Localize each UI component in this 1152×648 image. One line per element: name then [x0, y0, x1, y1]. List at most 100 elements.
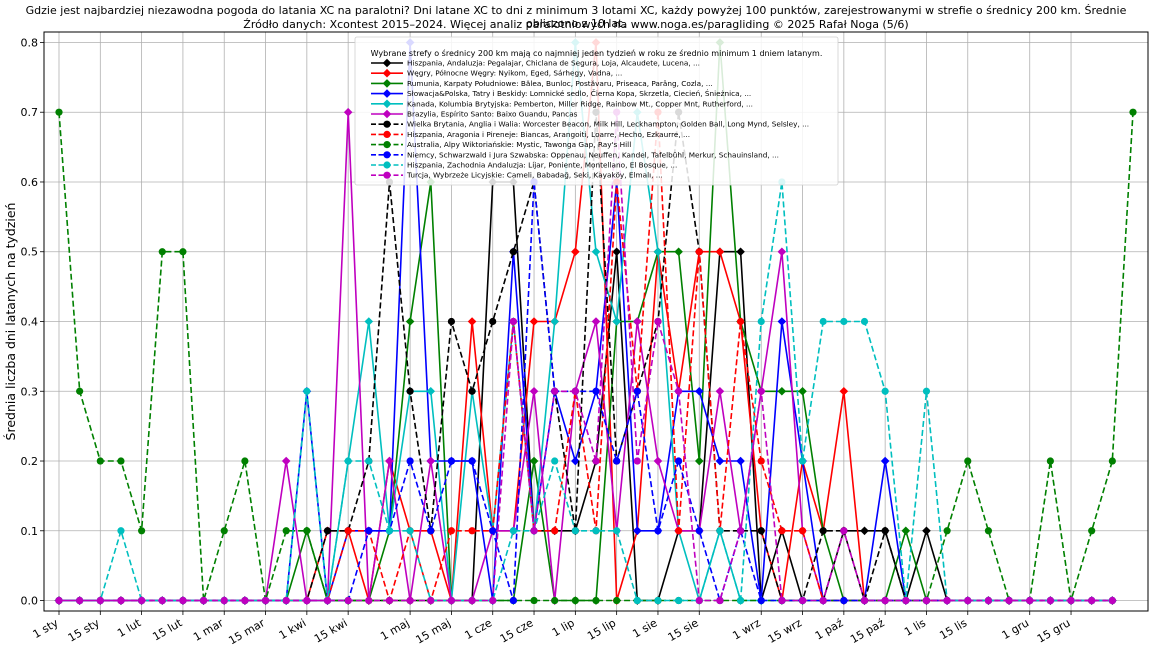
legend-entry: Rumunia, Karpaty Południowe: Bălea, Bunl… [407, 79, 713, 88]
data-point [675, 527, 683, 535]
data-point [303, 527, 311, 535]
x-tick-label: 1 lut [115, 616, 144, 640]
data-point [343, 107, 353, 117]
data-point [777, 247, 787, 257]
data-point [612, 247, 621, 257]
legend-marker [383, 141, 391, 149]
data-point [964, 596, 972, 605]
data-point [694, 386, 704, 396]
x-tick-label: 15 lut [150, 616, 185, 644]
data-point [509, 248, 517, 256]
data-point [571, 596, 579, 605]
legend-entry: Słowacja&Polska, Tatry i Beskidy: Lomnic… [407, 89, 751, 98]
data-point [406, 387, 414, 395]
data-point [467, 317, 477, 326]
data-point [840, 317, 848, 326]
data-point [757, 317, 765, 326]
data-point [509, 527, 517, 535]
x-tick-label: 1 maj [378, 616, 411, 643]
data-point [447, 527, 456, 535]
data-point [179, 248, 187, 256]
data-point [1067, 596, 1075, 605]
data-point [447, 596, 456, 605]
legend-marker [383, 151, 391, 159]
x-tick-label: 1 sty [31, 616, 61, 641]
data-point [922, 526, 931, 536]
data-point [468, 596, 476, 605]
data-point [695, 527, 703, 535]
series-line [59, 112, 1113, 602]
data-point [675, 596, 683, 605]
data-point [447, 317, 456, 326]
data-point [798, 386, 807, 396]
legend-entry: Brazylia, Espírito Santo: Baixo Guandu, … [407, 110, 578, 119]
chart-subtitle: Źródło danych: Xcontest 2015–2024. Więce… [243, 18, 909, 31]
data-point [778, 527, 786, 535]
data-point [96, 596, 104, 605]
legend-marker [382, 68, 392, 78]
data-point [303, 596, 311, 605]
data-point [715, 456, 725, 466]
data-point [303, 387, 311, 395]
data-point [840, 527, 848, 535]
data-point [633, 596, 641, 605]
data-point [675, 457, 683, 465]
data-point [426, 386, 436, 396]
series-layer [54, 38, 1137, 605]
data-point [654, 317, 662, 326]
data-point [365, 527, 373, 535]
data-point [736, 456, 745, 466]
data-point [777, 317, 787, 326]
legend-marker [382, 109, 392, 119]
data-point [529, 456, 539, 466]
data-point [571, 247, 580, 257]
data-point [736, 247, 745, 257]
y-tick-label: 0.7 [21, 106, 39, 119]
legend-marker [383, 130, 391, 138]
data-point [592, 387, 600, 395]
data-point [571, 387, 579, 395]
data-point [922, 387, 931, 395]
data-point [798, 527, 807, 535]
legend-marker [383, 161, 391, 169]
x-tick-label: 15 sie [666, 616, 701, 644]
legend-marker [382, 58, 392, 68]
data-point [406, 596, 414, 605]
series-line [58, 112, 1134, 602]
data-point [468, 387, 476, 395]
data-point [282, 527, 290, 535]
data-point [778, 596, 786, 605]
data-point [839, 386, 849, 396]
data-point [1088, 596, 1096, 605]
x-tick-label: 1 wrz [730, 616, 762, 642]
data-point [55, 108, 63, 116]
legend-marker [382, 89, 392, 98]
data-point [798, 596, 807, 605]
data-point [613, 527, 621, 535]
x-tick-label: 15 wrz [766, 616, 805, 646]
legend-box [354, 36, 839, 186]
data-point [426, 456, 436, 466]
data-point [715, 386, 725, 396]
data-point [364, 317, 374, 326]
data-point [344, 527, 352, 535]
data-point [468, 457, 476, 465]
data-point [117, 596, 125, 605]
data-point [406, 457, 414, 465]
data-point [571, 527, 579, 535]
legend: Wybrane strefy o średnicy 200 km mają co… [354, 36, 839, 186]
legend-entry: Węgry, Północne Węgry: Nyikom, Eged, Sár… [407, 69, 622, 78]
data-point [55, 596, 63, 605]
legend-entry: Australia, Alpy Wiktoriańskie: Mystic, T… [407, 140, 631, 149]
data-point [881, 596, 889, 605]
series-line [59, 112, 1113, 602]
data-point [591, 247, 601, 257]
x-tick-label: 15 kwi [312, 616, 350, 645]
data-point [551, 596, 559, 605]
data-point [757, 527, 765, 535]
data-point [736, 596, 745, 605]
data-point [757, 387, 765, 395]
data-point [943, 596, 951, 605]
data-point [96, 457, 104, 465]
